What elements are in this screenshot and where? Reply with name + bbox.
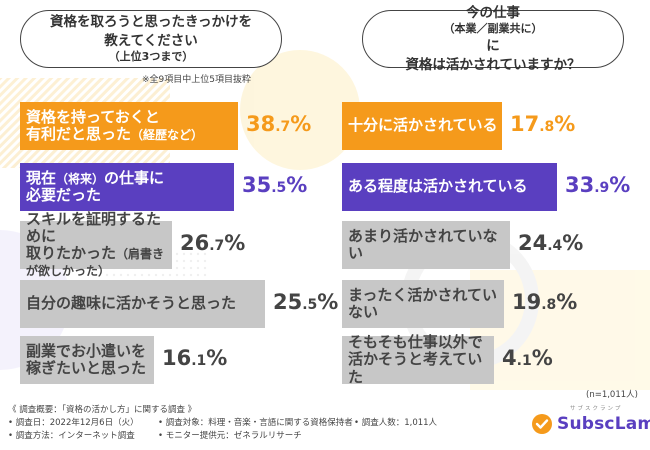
left-value-label: 35.5% <box>242 173 307 197</box>
bar-label-line1: スキルを証明するために <box>26 209 162 245</box>
survey-date: • 調査日：2022年12月6日（火） <box>8 418 139 429</box>
survey-provider: • モニター提供元：ゼネラルリサーチ <box>158 431 302 442</box>
left-value-label: 16.1% <box>162 346 227 370</box>
bar-label-line2: 活かそうと考えていた <box>348 350 483 386</box>
right-value-label: 24.4% <box>518 231 583 255</box>
left-value-label: 25.5% <box>273 290 338 314</box>
left-bar: 副業でお小遣いを 稼ぎたいと思った <box>20 336 154 384</box>
bar-label-line2: 取りたかった <box>26 244 117 262</box>
value-unit: % <box>206 346 228 370</box>
bar-label-line1: 資格を持っておくと <box>26 107 160 126</box>
left-bar: 資格を持っておくと 有利だと思った（経歴など） <box>20 102 238 150</box>
value-dec: .4 <box>547 238 563 254</box>
value-unit: % <box>286 173 308 197</box>
value-dec: .7 <box>209 238 225 254</box>
value-unit: % <box>556 290 578 314</box>
value-dec: .1 <box>516 353 532 369</box>
value-unit: % <box>317 290 339 314</box>
bar-label-note: （将来） <box>56 171 105 186</box>
left-bar: スキルを証明するために 取りたかった（肩書きが欲しかった） <box>20 210 172 278</box>
bar-label-note: （経歴など） <box>131 128 204 142</box>
right-value-label: 17.8% <box>510 112 575 136</box>
survey-method: • 調査方法：インターネット調査 <box>8 431 135 442</box>
value-int: 38 <box>246 112 276 136</box>
bar-label-line1: 十分に活かされている <box>348 116 498 135</box>
value-int: 33 <box>565 173 595 197</box>
right-bar: 十分に活かされている <box>342 102 502 150</box>
left-value-label: 38.7% <box>246 112 311 136</box>
right-bar: そもそも仕事以外で 活かそうと考えていた <box>342 333 494 386</box>
value-dec: .8 <box>539 119 555 135</box>
value-int: 25 <box>273 290 303 314</box>
value-int: 35 <box>242 173 272 197</box>
survey-summary: 《 調査概要：「資格の活かし方」に関する調査 》 • 調査日：2022年12月6… <box>8 404 437 444</box>
lamp-icon <box>532 414 552 434</box>
bar-label-line1: ある程度は活かされている <box>348 177 528 196</box>
value-unit: % <box>562 231 584 255</box>
value-int: 4 <box>502 346 517 370</box>
bar-label-note: （肩書きが欲しかった） <box>26 247 165 279</box>
value-dec: .5 <box>271 180 287 196</box>
left-bar: 自分の趣味に活かそうと思った <box>20 280 265 328</box>
left-question-line1: 資格を取ろうと思ったきっかけを <box>50 14 252 31</box>
value-int: 16 <box>162 346 192 370</box>
right-question-part3: に <box>486 38 500 55</box>
right-value-label: 33.9% <box>565 173 630 197</box>
sample-size-note: (n=1,011人) <box>586 390 638 400</box>
survey-title: 《 調査概要：「資格の活かし方」に関する調査 》 <box>8 405 197 415</box>
right-question-part1: 今の仕事 <box>465 5 520 22</box>
value-dec: .1 <box>191 353 207 369</box>
value-dec: .9 <box>594 180 610 196</box>
value-dec: .5 <box>302 297 318 313</box>
value-int: 26 <box>180 231 210 255</box>
bar-label-line2: 必要だった <box>26 186 102 204</box>
left-question-line2: 教えてください <box>104 32 198 49</box>
value-unit: % <box>290 112 312 136</box>
left-question-box: 資格を取ろうと思ったきっかけを 教えてください （上位3つまで） <box>20 10 282 68</box>
bar-label-line1: 現在 <box>26 168 57 187</box>
value-int: 17 <box>510 112 540 136</box>
survey-count: • 調査人数：1,011人 <box>354 418 438 429</box>
right-bar: あまり活かされていない <box>342 221 510 269</box>
value-unit: % <box>531 346 553 370</box>
bar-label-line1: あまり活かされていない <box>348 226 498 262</box>
bar-label-line1-rest: の仕事に <box>104 168 165 187</box>
brand-logo: サブスクランプ SubscLamp <box>530 406 650 436</box>
left-note: ※全9項目中上位5項目抜粋 <box>142 75 251 85</box>
logo-ruby: サブスクランプ <box>570 406 623 412</box>
right-bar: ある程度は活かされている <box>342 163 557 211</box>
logo-text: SubscLamp <box>557 414 650 434</box>
value-int: 19 <box>512 290 542 314</box>
right-question-part2: （本業／副業共に） <box>443 22 543 36</box>
value-unit: % <box>224 231 246 255</box>
bar-label-line1: まったく活かされていない <box>348 285 497 321</box>
right-question-line2: 資格は活かされていますか？ <box>405 56 581 73</box>
survey-target: • 調査対象：料理・音楽・言語に関する資格保持者 <box>158 418 353 429</box>
left-value-label: 26.7% <box>180 231 245 255</box>
right-value-label: 4.1% <box>502 346 553 370</box>
right-value-label: 19.8% <box>512 290 577 314</box>
value-unit: % <box>609 173 631 197</box>
value-dec: .7 <box>275 119 291 135</box>
value-unit: % <box>554 112 576 136</box>
bar-label-line2: 有利だと思った <box>26 125 132 143</box>
left-bar: 現在（将来）の仕事に 必要だった <box>20 163 234 211</box>
bar-label-line2: 稼ぎたいと思った <box>26 359 147 377</box>
bar-label-line1: そもそも仕事以外で <box>348 333 483 352</box>
right-bar: まったく活かされていない <box>342 280 504 328</box>
value-dec: .8 <box>541 297 557 313</box>
bar-label-line1: 副業でお小遣いを <box>26 341 147 360</box>
bar-label-line1: 自分の趣味に活かそうと思った <box>26 294 237 313</box>
value-int: 24 <box>518 231 548 255</box>
right-question-box: 今の仕事 （本業／副業共に） に 資格は活かされていますか？ <box>362 5 624 73</box>
left-question-suffix: （上位3つまで） <box>108 49 194 63</box>
